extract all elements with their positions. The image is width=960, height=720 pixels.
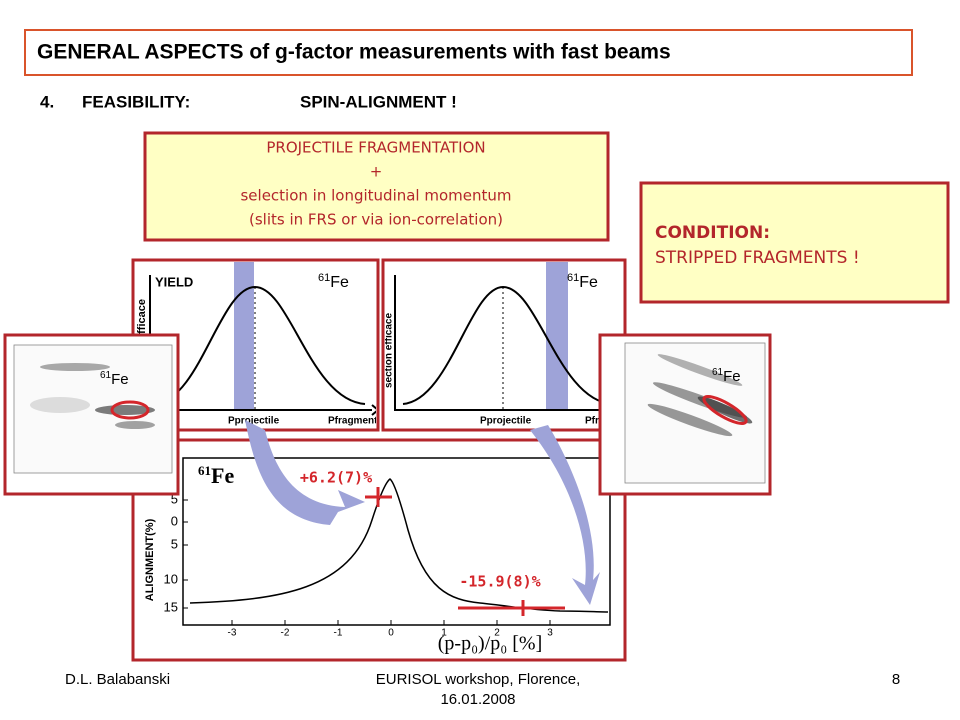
x-tick-label: 3 (547, 628, 553, 639)
measurement-marker (365, 487, 392, 507)
x-label: Pprojectile (228, 416, 280, 427)
footer-event: EURISOL workshop, Florence, (376, 671, 581, 688)
isotope: 61Fe (198, 463, 234, 488)
yield-label: YIELD (155, 274, 193, 289)
x-label: Pprojectile (480, 416, 532, 427)
annotation: +6.2(7)% (300, 469, 372, 487)
section-label: FEASIBILITY: (82, 92, 190, 111)
plot-area (182, 457, 611, 626)
mass: 61 (567, 272, 579, 284)
element: Fe (330, 274, 349, 291)
measurement-marker (458, 600, 565, 616)
isotope: 61Fe (712, 367, 741, 385)
x-tick-label: 1 (441, 628, 447, 639)
selection-band (234, 262, 254, 410)
y-tick-label: 5 (171, 491, 178, 506)
title: GENERAL ASPECTS of g-factor measurements… (37, 41, 671, 64)
footer-date: 16.01.2008 (440, 691, 515, 708)
element: Fe (579, 274, 598, 291)
isotope: 61Fe (100, 370, 129, 388)
mass: 61 (198, 463, 211, 478)
identification-plot: 61Fe (598, 333, 772, 496)
y-label: efficace (136, 299, 148, 340)
x-tick-label: -3 (228, 628, 237, 639)
mass: 61 (100, 370, 112, 381)
annotation: -15.9(8)% (459, 573, 540, 591)
mass: 61 (712, 367, 724, 378)
condition-text: STRIPPED FRAGMENTS ! (655, 248, 860, 268)
footer-author: D.L. Balabanski (65, 671, 170, 688)
y-tick-label: 0 (171, 513, 178, 528)
method-box (143, 131, 610, 242)
title-box (24, 29, 913, 76)
yield-plot: 61Fe Pprojectile Pfrag section efficace (384, 262, 623, 427)
element: Fe (111, 371, 129, 388)
mass: 61 (318, 272, 330, 284)
y-label: ALIGNMENT(%) (144, 518, 156, 601)
method-line: + (370, 163, 383, 181)
x-tick-label: -1 (334, 628, 343, 639)
x-label: Pfrag (585, 416, 611, 427)
yield-plot-frame (381, 258, 627, 432)
isotope: 61Fe (567, 272, 598, 291)
axis-arrow (371, 404, 376, 416)
x-tick-label: -2 (281, 628, 290, 639)
condition-heading: CONDITION: (655, 223, 770, 243)
method-line: PROJECTILE FRAGMENTATION (266, 139, 485, 157)
y-tick-label: 5 (171, 536, 178, 551)
y-tick-label: 10 (164, 571, 178, 586)
identification-plot: 61Fe (3, 333, 180, 496)
selection-band (546, 262, 568, 410)
element: Fe (723, 368, 741, 385)
y-label: section efficace (384, 313, 395, 388)
method-line: selection in longitudinal momentum (240, 187, 511, 205)
element: Fe (211, 463, 234, 488)
section-number: 4. (40, 92, 54, 111)
x-tick-label: 2 (494, 628, 500, 639)
section-topic: SPIN-ALIGNMENT ! (300, 92, 457, 111)
x-label: (p-p₀)/p₀ [%] (438, 633, 542, 655)
arrow (530, 425, 600, 605)
x-tick-label: 0 (388, 628, 394, 639)
condition-box (639, 181, 950, 304)
arrow (245, 420, 365, 525)
alignment-plot-frame (131, 438, 627, 662)
x-label: Pfragment (328, 416, 378, 427)
method-line: (slits in FRS or via ion-correlation) (249, 211, 503, 229)
y-tick-label: 15 (164, 599, 178, 614)
method-lines: PROJECTILE FRAGMENTATION + selection in … (240, 139, 511, 229)
isotope: 61Fe (318, 272, 349, 291)
alignment-curve (189, 478, 609, 613)
ticks: -3 -2 -1 0 1 2 3 5 0 5 10 15 (164, 491, 554, 638)
axes (394, 275, 623, 411)
footer-page: 8 (892, 671, 900, 688)
